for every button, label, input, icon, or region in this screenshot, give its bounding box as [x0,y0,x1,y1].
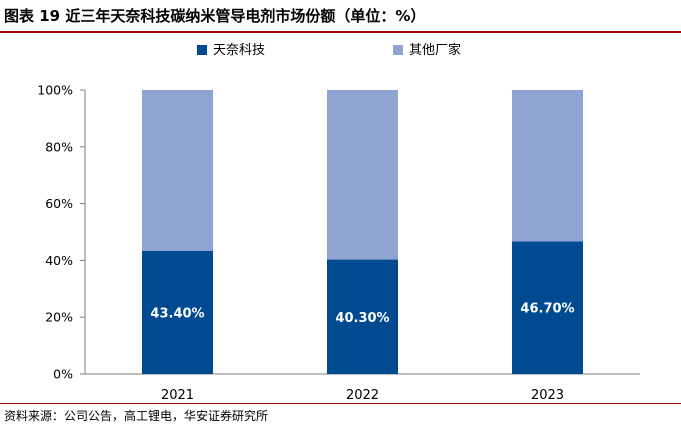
data-label-2022: 40.30% [335,311,389,326]
y-tick-label: 100% [37,83,73,98]
legend-secondary-swatch [393,45,403,55]
bar-2022-primary [327,259,398,374]
source-note: 资料来源：公司公告，高工锂电，华安证券研究所 [4,409,269,423]
y-tick-label: 0% [53,367,73,382]
y-tick-label: 60% [45,196,73,211]
y-tick-label: 80% [45,139,73,154]
x-tick-label: 2022 [346,388,379,402]
stacked-bar-chart: 天奈科技 其他厂家 0% 20% 40% 60% 80% 100% 43.40% 2021 40.3… [37,42,640,402]
bar-2022-secondary [327,90,398,260]
x-tick-label: 2021 [161,388,194,402]
bar-2023-secondary [512,90,583,242]
y-tick-label: 20% [45,310,73,325]
bar-2021-secondary [142,90,213,251]
legend-primary-swatch [197,45,207,55]
y-tick-label: 40% [45,253,73,268]
bar-2021-primary [142,250,213,374]
legend-secondary-label: 其他厂家 [409,42,461,58]
title-divider [0,31,681,33]
bar-2023-primary [512,241,583,374]
data-label-2021: 43.40% [150,306,204,321]
x-tick-label: 2023 [531,388,564,402]
source-divider [0,403,681,404]
legend-primary-label: 天奈科技 [213,43,265,58]
chart-title: 图表 19 近三年天奈科技碳纳米管导电剂市场份额（单位：%） [4,7,426,25]
data-label-2023: 46.70% [520,302,574,317]
